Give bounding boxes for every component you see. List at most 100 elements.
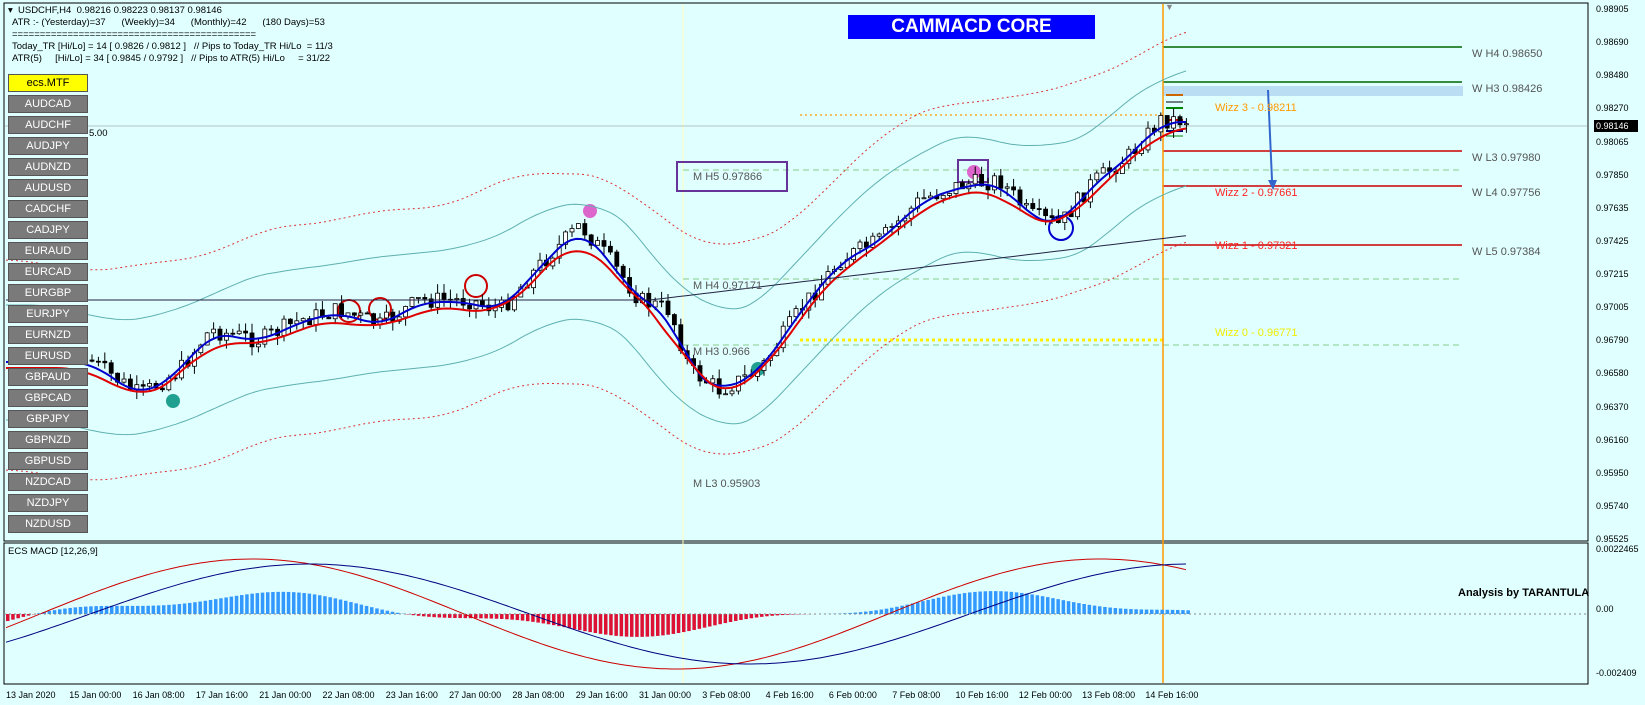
symbol-button-audusd[interactable]: AUDUSD (8, 179, 88, 197)
macd-bar (234, 595, 239, 614)
macd-bar (286, 591, 291, 614)
macd-bar (697, 614, 702, 629)
symbol-button-gbpcad[interactable]: GBPCAD (8, 389, 88, 407)
candle-body (665, 300, 671, 315)
symbol-button-audchf[interactable]: AUDCHF (8, 116, 88, 134)
macd-bar (63, 608, 67, 614)
macd-bar (692, 614, 696, 630)
candle-body (287, 318, 293, 325)
candle-body (364, 312, 370, 315)
chart-shift-icon[interactable]: ▼ (1165, 2, 1174, 12)
symbol-button-euraud[interactable]: EURAUD (8, 242, 88, 260)
candle-body (672, 314, 677, 326)
macd-main-line (5, 563, 1187, 665)
price-tick: 0.95525 (1596, 534, 1629, 544)
price-tick: 0.98690 (1596, 37, 1629, 48)
macd-bar (978, 591, 982, 614)
symbol-button-gbpusd[interactable]: GBPUSD (8, 452, 88, 470)
chart-dropdown-icon[interactable]: ▾ (8, 5, 13, 16)
wizz2-label: Wizz 2 - 0.97661 (1215, 187, 1298, 199)
macd-bar (983, 591, 988, 614)
wizz0-label: Wizz 0 - 0.96771 (1215, 327, 1298, 339)
candle-body (1164, 115, 1170, 129)
candle-body (243, 330, 249, 334)
macd-bar (370, 607, 374, 614)
candle-body (415, 297, 421, 299)
macd-bar (791, 614, 795, 615)
candle-body (1049, 215, 1055, 219)
macd-bar (385, 610, 390, 614)
macd-bar (708, 614, 712, 627)
symbol-button-gbpnzd[interactable]: GBPNZD (8, 431, 88, 449)
candle-body (787, 316, 792, 327)
symbol-button-nzdjpy[interactable]: NZDJPY (8, 494, 88, 512)
time-tick: 23 Jan 16:00 (385, 690, 438, 700)
macd-bar (489, 614, 494, 619)
macd-bar (73, 607, 78, 614)
macd-bar (926, 599, 930, 614)
macd-bar (931, 598, 936, 614)
macd-bar (1113, 608, 1118, 614)
candle-body (710, 378, 716, 384)
candle-body (281, 318, 287, 336)
symbol-button-audjpy[interactable]: AUDJPY (8, 137, 88, 155)
symbol-button-gbpaud[interactable]: GBPAUD (8, 368, 88, 386)
time-tick: 29 Jan 16:00 (575, 690, 628, 700)
candle-body (96, 360, 101, 363)
macd-bar (1108, 607, 1112, 614)
macd-bar (650, 614, 655, 637)
symbol-button-cadjpy[interactable]: CADJPY (8, 221, 88, 239)
macd-bar (68, 607, 72, 614)
time-tick: 15 Jan 00:00 (69, 690, 122, 700)
macd-bar (546, 614, 551, 625)
wizz3-label: Wizz 3 - 0.98211 (1215, 102, 1297, 114)
macd-bar (718, 614, 722, 625)
macd-bar (713, 614, 717, 626)
macd-bar (78, 606, 83, 614)
macd-bar (1030, 594, 1034, 614)
macd-bar (130, 605, 135, 614)
macd-bar (422, 614, 426, 617)
candle-body (268, 328, 274, 331)
symbol-button-gbpjpy[interactable]: GBPJPY (8, 410, 88, 428)
symbol-button-eurnzd[interactable]: EURNZD (8, 326, 88, 344)
price-tick: 0.97005 (1596, 302, 1629, 313)
time-tick: 31 Jan 00:00 (639, 690, 692, 700)
symbol-button-eurgbp[interactable]: EURGBP (8, 284, 88, 302)
symbol-button-eurusd[interactable]: EURUSD (8, 347, 88, 365)
macd-bar (739, 614, 743, 620)
m-h5-label: M H5 0.97866 (693, 171, 763, 183)
candle-body (1004, 186, 1010, 189)
symbol-button-nzdusd[interactable]: NZDUSD (8, 515, 88, 533)
macd-bar (1155, 609, 1159, 614)
macd-bar (1144, 609, 1149, 614)
macd-bar (146, 605, 150, 614)
upper-step-line (5, 31, 1187, 271)
macd-bar (162, 605, 166, 614)
candle-body (300, 318, 306, 322)
atr-info: ATR :- (Yesterday)=37 (Weekly)=34 (Month… (12, 17, 325, 28)
symbol-button-ecs-mtf[interactable]: ecs.MTF (8, 74, 88, 92)
symbol-button-eurjpy[interactable]: EURJPY (8, 305, 88, 323)
candle-body (601, 240, 607, 247)
macd-bar (604, 614, 608, 635)
candle-body (985, 185, 991, 191)
candle-body (230, 332, 236, 335)
time-tick: 4 Feb 16:00 (765, 690, 814, 700)
macd-bar (380, 609, 384, 614)
symbol-button-nzdcad[interactable]: NZDCAD (8, 473, 88, 491)
macd-bar (905, 604, 910, 614)
symbol-button-audnzd[interactable]: AUDNZD (8, 158, 88, 176)
macd-bar (219, 598, 223, 614)
symbol-button-audcad[interactable]: AUDCAD (8, 95, 88, 113)
indicator-banner: CAMMACD CORE (848, 15, 1095, 39)
symbol-button-eurcad[interactable]: EURCAD (8, 263, 88, 281)
macd-bar (271, 591, 275, 614)
macd-bar (526, 614, 530, 622)
macd-bar (749, 614, 754, 619)
macd-bar (115, 605, 119, 614)
symbol-button-cadchf[interactable]: CADCHF (8, 200, 88, 218)
w-h3-label: W H3 0.98426 (1472, 83, 1543, 95)
candle-body (127, 378, 133, 390)
